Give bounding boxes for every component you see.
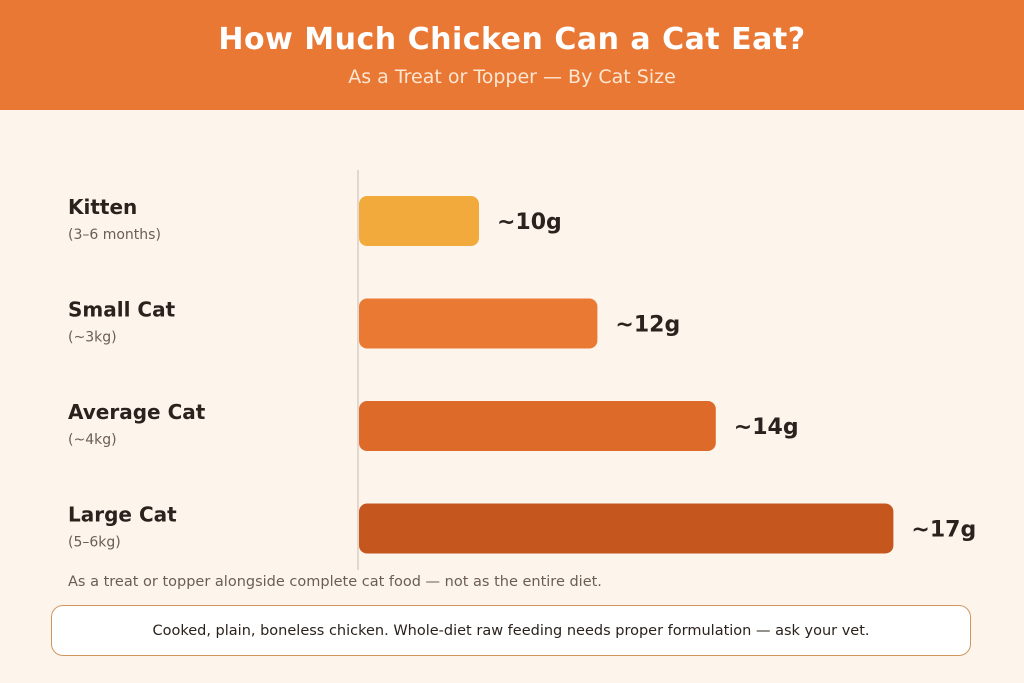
- note-box: Cooked, plain, boneless chicken. Whole-d…: [51, 605, 971, 656]
- value-label: ~12g: [615, 313, 680, 338]
- header-banner: How Much Chicken Can a Cat Eat? As a Tre…: [0, 0, 1024, 110]
- category-note: (5–6kg): [68, 535, 121, 551]
- value-label: ~10g: [497, 210, 562, 235]
- category-label: Average Cat: [68, 400, 206, 424]
- category-note: (3–6 months): [68, 227, 161, 243]
- bar-average-cat: [359, 401, 716, 451]
- category-label: Small Cat: [68, 298, 176, 322]
- bar-kitten: [359, 196, 479, 246]
- category-label: Kitten: [68, 195, 137, 219]
- footnote: As a treat or topper alongside complete …: [68, 574, 602, 590]
- chart-subtitle: As a Treat or Topper — By Cat Size: [348, 66, 676, 88]
- category-label: Large Cat: [68, 503, 177, 527]
- category-note: (~3kg): [68, 330, 117, 346]
- value-label: ~14g: [734, 415, 799, 440]
- bar-large-cat: [359, 503, 894, 554]
- bar-small-cat: [359, 298, 598, 349]
- value-label: ~17g: [911, 518, 976, 543]
- category-note: (~4kg): [68, 432, 117, 448]
- chart-title: How Much Chicken Can a Cat Eat?: [218, 22, 806, 57]
- bar-chart: Kitten (3–6 months) ~10g Small Cat (~3kg) ~12…: [68, 170, 976, 570]
- note-text: Cooked, plain, boneless chicken. Whole-d…: [152, 622, 870, 639]
